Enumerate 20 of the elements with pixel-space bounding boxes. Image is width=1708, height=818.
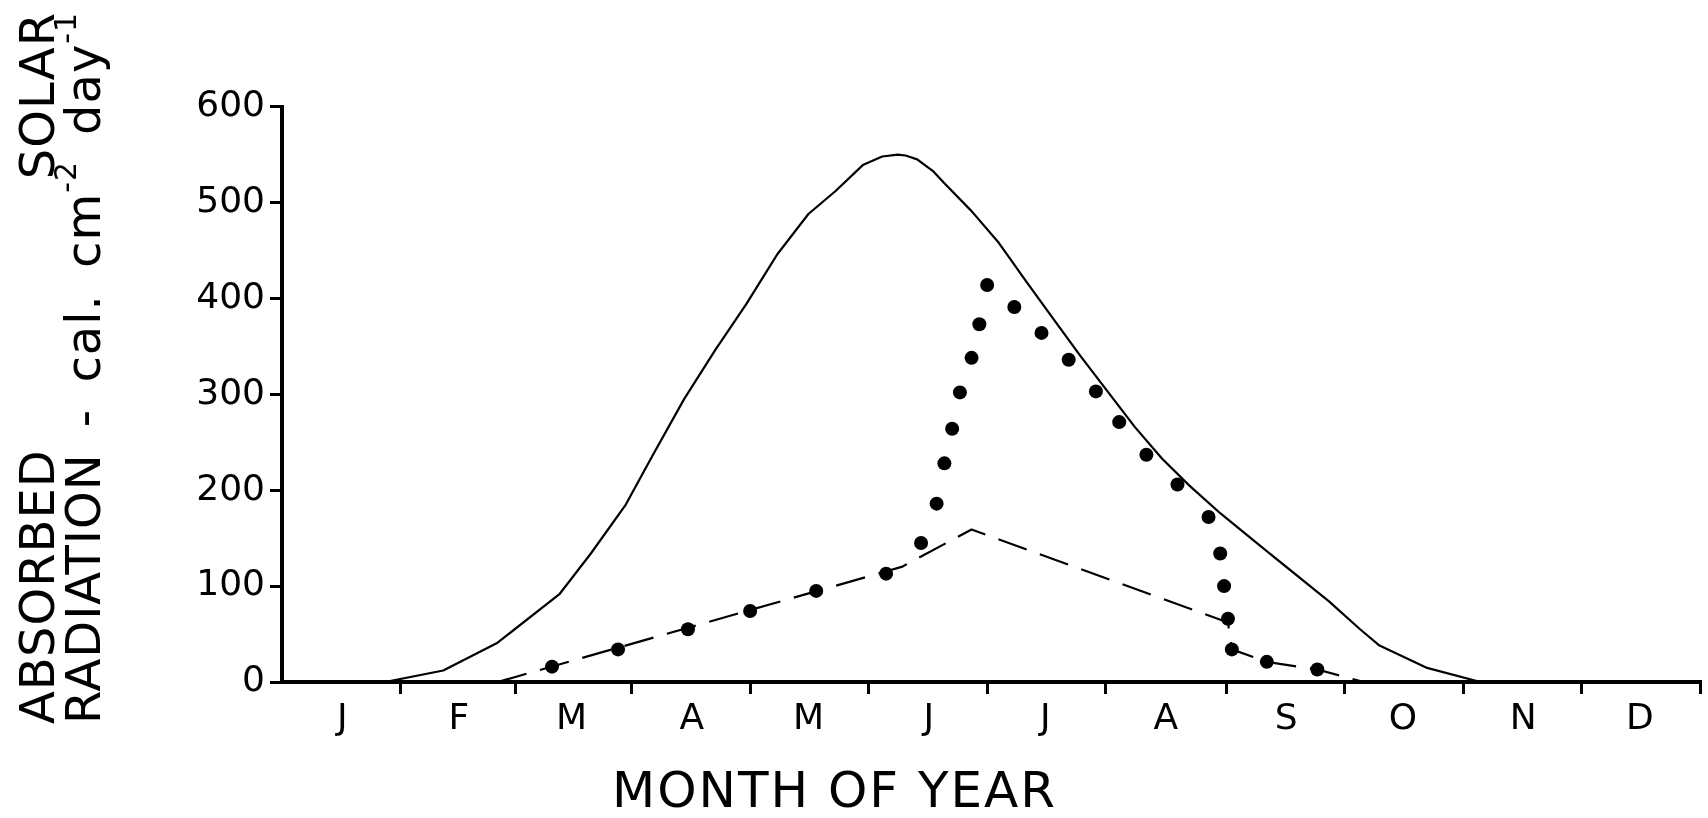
y-tick-label: 100 (196, 562, 265, 604)
y-tick-label: 500 (196, 178, 265, 220)
y-tick-label: 400 (196, 274, 265, 316)
x-tick-label: A (1153, 695, 1179, 737)
x-tick-label: M (555, 695, 587, 737)
x-tick-label: J (921, 695, 935, 737)
x-axis-title: MONTH OF YEAR (612, 761, 1058, 818)
x-tick-label: F (448, 695, 470, 737)
y-tick-label: 200 (196, 466, 265, 508)
x-tick-label: J (334, 695, 348, 737)
x-tick-label: J (1038, 695, 1051, 737)
y-tick-label: 600 (196, 82, 265, 124)
x-tick-label: D (1625, 695, 1654, 737)
y-tick-label: 300 (196, 370, 265, 412)
x-tick-label: A (679, 695, 705, 737)
x-tick-label: S (1274, 695, 1298, 737)
x-tick-label: O (1388, 695, 1417, 737)
y-tick-label: 0 (242, 658, 265, 700)
x-tick-label: N (1509, 695, 1537, 737)
x-tick-label: M (792, 695, 824, 737)
